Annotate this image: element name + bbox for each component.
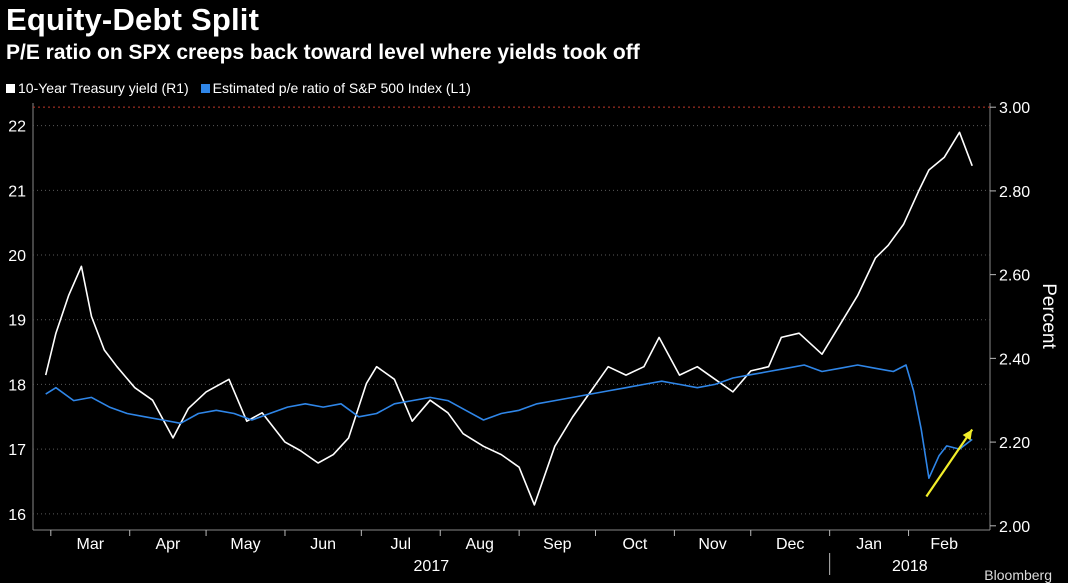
legend-item-treasury: 10-Year Treasury yield (R1): [6, 80, 189, 96]
source-label: Bloomberg: [984, 567, 1052, 583]
y-right-tick-label: 2.40: [999, 351, 1030, 368]
y-right-tick-label: 2.00: [999, 519, 1030, 536]
y-right-tick-label: 3.00: [999, 100, 1030, 117]
y-left-tick-label: 18: [8, 377, 26, 394]
x-month-label: Sep: [543, 536, 572, 553]
x-month-label: Feb: [930, 536, 958, 553]
y-right-tick-label: 2.60: [999, 268, 1030, 285]
x-month-label: Mar: [76, 536, 104, 553]
pe-ratio-series-line: [45, 364, 973, 480]
x-year-label: 2018: [892, 558, 928, 575]
x-month-label: Apr: [155, 536, 181, 553]
legend-label-pe: Estimated p/e ratio of S&P 500 Index (L1…: [212, 80, 471, 96]
annotation-arrow-shaft: [925, 428, 974, 498]
y-left-tick-label: 21: [8, 183, 26, 200]
legend-item-pe: Estimated p/e ratio of S&P 500 Index (L1…: [200, 80, 471, 96]
x-month-label: Jun: [310, 536, 336, 553]
legend: 10-Year Treasury yield (R1) Estimated p/…: [6, 80, 471, 96]
y-left-tick-label: 17: [8, 442, 26, 459]
chart-title: Equity-Debt Split: [6, 2, 260, 37]
x-month-label: May: [230, 536, 260, 553]
y-left-tick-label: 19: [8, 313, 26, 330]
annotation-arrow-head: [962, 429, 973, 441]
x-month-label: Oct: [622, 536, 647, 553]
chart-subtitle: P/E ratio on SPX creeps back toward leve…: [6, 41, 640, 64]
y-left-tick-label: 22: [8, 119, 26, 136]
legend-swatch-treasury: [6, 83, 15, 93]
y-left-tick-label: 16: [8, 507, 26, 524]
x-month-label: Aug: [465, 536, 493, 553]
x-month-label: Jan: [856, 536, 882, 553]
y-right-axis-label: Percent: [1038, 283, 1059, 349]
legend-label-treasury: 10-Year Treasury yield (R1): [18, 80, 189, 96]
x-year-label: 2017: [414, 558, 450, 575]
x-month-label: Jul: [391, 536, 411, 553]
x-month-label: Nov: [698, 536, 726, 553]
y-left-tick-label: 20: [8, 248, 26, 265]
y-right-tick-label: 2.20: [999, 435, 1030, 452]
y-right-tick-label: 2.80: [999, 184, 1030, 201]
x-month-label: Dec: [776, 536, 804, 553]
treasury-yield-series-line: [44, 131, 973, 506]
legend-swatch-pe: [200, 83, 210, 93]
